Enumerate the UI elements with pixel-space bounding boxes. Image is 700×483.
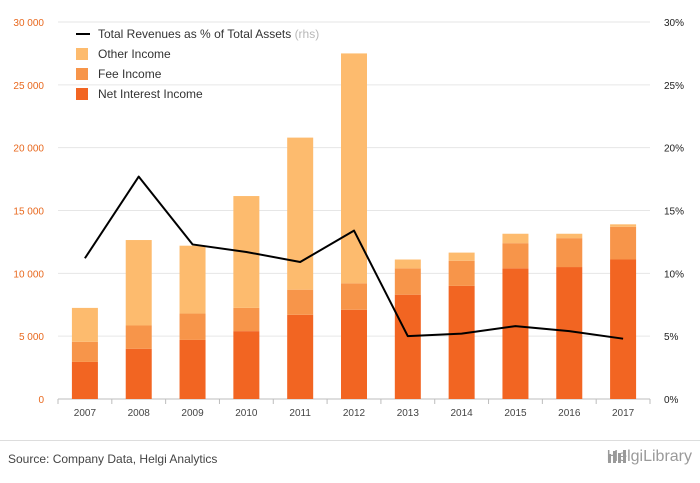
brand-name: HelgiLibrary (606, 448, 692, 465)
bar-net-interest-income (394, 294, 421, 399)
y-right-tick-label: 10% (664, 269, 684, 280)
y-right-tick-label: 15% (664, 207, 684, 218)
bar-fee-income (233, 307, 260, 332)
bar-other-income (502, 233, 529, 244)
bar-net-interest-income (502, 268, 529, 399)
bar-fee-income (556, 238, 583, 268)
bar-net-interest-income (287, 314, 314, 399)
y-right-tick-label: 25% (664, 81, 684, 92)
legend-label: Total Revenues as % of Total Assets (rhs… (98, 27, 319, 41)
y-left-tick-label: 20 000 (13, 144, 44, 155)
bar-other-income (556, 233, 583, 239)
bar-net-interest-income (610, 259, 637, 399)
bar-other-income (125, 240, 152, 326)
x-tick-label: 2011 (289, 408, 311, 419)
bar-fee-income (179, 313, 206, 340)
y-left-tick-label: 15 000 (13, 207, 44, 218)
library-logo-icon (607, 450, 626, 463)
source-note: Source: Company Data, Helgi Analytics (8, 452, 218, 466)
bar-fee-income (394, 268, 421, 295)
legend-label: Other Income (98, 47, 171, 61)
x-tick-label: 2008 (128, 408, 151, 419)
bar-fee-income (610, 226, 637, 260)
bar-fee-income (125, 325, 152, 349)
y-left-tick-label: 0 (38, 395, 44, 406)
y-right-tick-label: 5% (664, 332, 679, 343)
legend-swatch (76, 48, 88, 60)
legend-swatch (76, 88, 88, 100)
y-left-tick-label: 25 000 (13, 81, 44, 92)
x-tick-label: 2014 (451, 408, 474, 419)
x-tick-label: 2007 (74, 408, 97, 419)
bar-other-income (610, 224, 637, 227)
x-tick-label: 2009 (181, 408, 204, 419)
revenue-chart: 0 5 000 10 000 15 000 20 000 25 000 30 000 0% 5%… (13, 18, 684, 419)
bar-fee-income (448, 260, 475, 286)
bar-net-interest-income (125, 348, 152, 399)
bar-net-interest-income (233, 331, 260, 399)
y-right-tick-label: 30% (664, 18, 684, 29)
x-tick-label: 2016 (558, 408, 581, 419)
bar-other-income (287, 137, 314, 290)
legend-swatch (76, 68, 88, 80)
legend-label: Fee Income (98, 67, 162, 81)
footer-divider (0, 440, 700, 441)
legend-label: Net Interest Income (98, 87, 203, 101)
x-tick-label: 2013 (397, 408, 420, 419)
x-tick-label: 2010 (235, 408, 258, 419)
bar-other-income (341, 53, 367, 284)
bar-net-interest-income (341, 309, 367, 399)
bar-other-income (71, 307, 98, 342)
brand-logo[interactable]: HelgiLibrary (607, 448, 692, 466)
bar-net-interest-income (179, 339, 206, 399)
bar-other-income (179, 245, 206, 314)
legend-rhs-note: (rhs) (295, 27, 320, 41)
bar-net-interest-income (71, 361, 98, 399)
x-tick-label: 2012 (343, 408, 366, 419)
y-right-tick-label: 0% (664, 395, 679, 406)
bar-other-income (394, 259, 421, 269)
bar-fee-income (71, 341, 98, 362)
bar-fee-income (287, 289, 314, 315)
bar-fee-income (502, 243, 529, 269)
bar-net-interest-income (448, 285, 475, 399)
y-left-tick-label: 10 000 (13, 269, 44, 280)
y-right-tick-label: 20% (664, 144, 684, 155)
bar-other-income (448, 252, 475, 261)
y-left-tick-label: 5 000 (19, 332, 44, 343)
bar-fee-income (341, 283, 367, 310)
x-tick-label: 2017 (612, 408, 635, 419)
y-left-tick-label: 30 000 (13, 18, 44, 29)
x-tick-label: 2015 (504, 408, 527, 419)
